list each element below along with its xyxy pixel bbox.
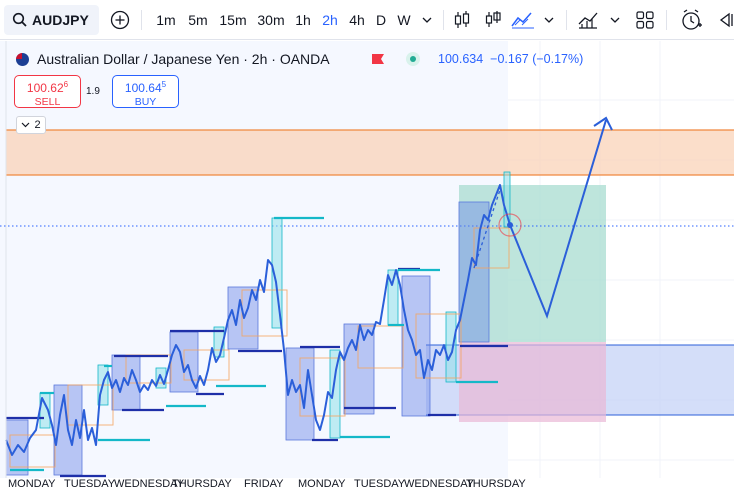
- search-icon: [12, 12, 27, 27]
- time-axis-label: MONDAY: [298, 478, 346, 490]
- last-price-marker-ring: [498, 213, 522, 237]
- interval-5m[interactable]: 5m: [188, 12, 208, 28]
- indicators-menu-button[interactable]: [576, 0, 600, 40]
- time-axis-label: TUESDAY: [354, 478, 406, 490]
- aud-flag-icon: [16, 52, 29, 66]
- toolbar-separator: [141, 10, 142, 30]
- templates-dropdown[interactable]: [608, 0, 622, 40]
- market-open-status-icon[interactable]: [406, 52, 420, 66]
- symbol-search-button[interactable]: AUDJPY: [4, 5, 99, 35]
- add-compare-button[interactable]: [108, 0, 132, 40]
- symbol-title: Australian Dollar / Japanese Yen · 2h · …: [37, 51, 330, 67]
- time-axis-label: WEDNESDAY: [114, 478, 185, 490]
- alert-clock-icon: [682, 9, 702, 30]
- interval-30m[interactable]: 30m: [257, 12, 285, 28]
- supply-zone[interactable]: [6, 130, 734, 175]
- chevron-down-icon: [22, 122, 30, 128]
- chart-type-dropdown[interactable]: [542, 0, 556, 40]
- interval-15m[interactable]: 15m: [219, 12, 247, 28]
- history-shade: [0, 41, 508, 478]
- toolbar-separator: [566, 10, 567, 30]
- layout-button[interactable]: [634, 0, 656, 40]
- last-price: 100.634: [438, 52, 484, 66]
- interval-1h[interactable]: 1h: [295, 12, 311, 28]
- chart-line-icon: [578, 12, 598, 29]
- price-line-series: [5, 184, 511, 456]
- spread-value: 1.9: [86, 86, 100, 97]
- layout-grid-icon: [636, 11, 654, 29]
- symbol-legend[interactable]: Australian Dollar / Japanese Yen · 2h · …: [16, 51, 330, 67]
- indicators-icon: [511, 12, 534, 29]
- dashed-projection: [473, 189, 501, 269]
- top-toolbar: AUDJPY 1m 5m 15m 30m 1h 2h 4h D W: [0, 0, 734, 40]
- legend-price-values: 100.634 −0.167 (−0.17%): [438, 52, 583, 66]
- replay-icon: [719, 12, 733, 28]
- indicator-collapse-button[interactable]: 2: [16, 116, 46, 134]
- chevron-down-icon: [422, 17, 432, 23]
- interval-dropdown[interactable]: [418, 0, 436, 40]
- flag-marker-icon[interactable]: [372, 54, 384, 64]
- long-position-profit-zone[interactable]: [459, 185, 606, 342]
- indicators-button[interactable]: [510, 0, 536, 40]
- interval-2h[interactable]: 2h: [322, 12, 338, 28]
- time-axis-label: TUESDAY: [64, 478, 116, 490]
- chevron-down-icon: [610, 17, 620, 23]
- sell-button[interactable]: 100.626 SELL: [14, 75, 81, 108]
- interval-w[interactable]: W: [397, 12, 411, 28]
- interval-4h[interactable]: 4h: [349, 12, 365, 28]
- projection-arrowhead: [593, 116, 613, 131]
- time-axis-label: THURSDAY: [172, 478, 232, 490]
- time-axis-label: WEDNESDAY: [404, 478, 475, 490]
- interval-1m[interactable]: 1m: [156, 12, 176, 28]
- bar-style-button[interactable]: [482, 0, 504, 40]
- chevron-down-icon: [544, 17, 554, 23]
- candles-style-button[interactable]: [452, 0, 472, 40]
- time-axis-label: FRIDAY: [244, 478, 284, 490]
- interval-d[interactable]: D: [375, 12, 387, 28]
- toolbar-separator: [443, 10, 444, 30]
- buy-button[interactable]: 100.645 BUY: [112, 75, 179, 108]
- teal-level-lines: [10, 216, 498, 472]
- replay-button[interactable]: [718, 0, 734, 40]
- toolbar-separator: [666, 10, 667, 30]
- bar-style-icon: [485, 11, 501, 27]
- time-axis-label: THURSDAY: [466, 478, 526, 490]
- projection-arrow-path[interactable]: [509, 119, 607, 320]
- symbol-name: AUDJPY: [32, 12, 89, 28]
- time-axis-label: MONDAY: [8, 478, 56, 490]
- add-compare-icon: [110, 10, 130, 30]
- candles-icon: [454, 11, 470, 28]
- last-price-marker[interactable]: [507, 222, 513, 228]
- price-change: −0.167 (−0.17%): [490, 52, 584, 66]
- alert-button[interactable]: [680, 0, 704, 40]
